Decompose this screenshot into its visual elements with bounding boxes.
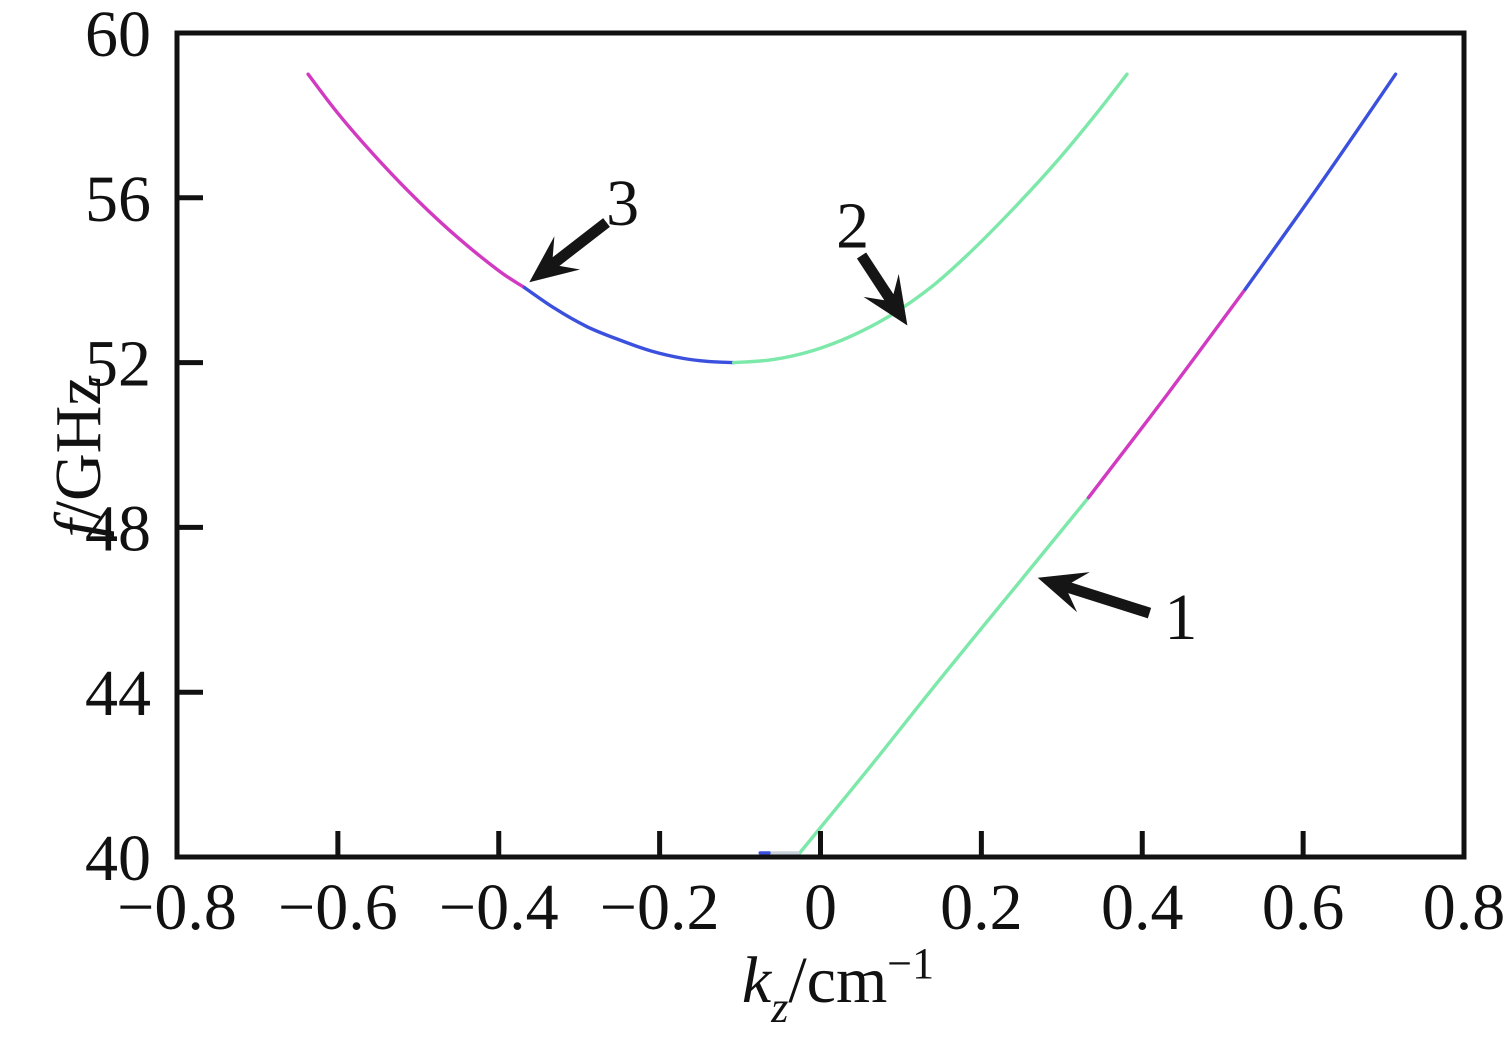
x-tick-label: 0.6 [1262, 871, 1345, 944]
x-axis-exponent: −1 [887, 939, 934, 988]
series-lower-branch-magenta-segment [1086, 287, 1247, 500]
annotation-label-3: 3 [606, 167, 639, 240]
y-tick-label: 52 [85, 328, 151, 401]
x-tick-label: −0.2 [600, 871, 720, 944]
x-tick-label: 0 [804, 871, 837, 944]
y-tick-label: 60 [85, 0, 151, 71]
annotation-arrow-shaft [548, 218, 610, 269]
annotation-arrow-head [529, 236, 581, 283]
y-tick-label: 56 [85, 163, 151, 236]
y-tick-label: 44 [85, 657, 151, 730]
annotation-2: 2 [836, 190, 908, 326]
annotation-layer: 1 2 3 [529, 167, 1197, 654]
annotation-label-1: 1 [1164, 581, 1197, 654]
annotation-arrow-head [863, 273, 908, 326]
annotation-arrow-shaft [856, 252, 897, 305]
series-upper-branch-blue-segment [522, 285, 736, 365]
series-upper-branch-green-segment [731, 72, 1129, 365]
annotation-1: 1 [1037, 572, 1197, 654]
x-axis-symbol: k [742, 944, 773, 1017]
x-tick-label: −0.6 [278, 871, 398, 944]
annotation-label-2: 2 [836, 190, 869, 263]
plot-frame [174, 30, 1467, 860]
annotation-arrow-head [1037, 572, 1090, 613]
series-lower-branch-green-segment [794, 496, 1091, 859]
x-axis-label: kz/cm−1 [742, 939, 934, 1032]
x-tick-label: −0.8 [117, 871, 237, 944]
y-axis-label: f/GHz [42, 376, 115, 537]
annotation-3: 3 [529, 167, 639, 283]
tick-layer [174, 30, 1467, 860]
x-axis-subscript: z [770, 983, 788, 1032]
series-upper-branch-magenta-segment [306, 72, 527, 290]
y-axis-unit: /GHz [42, 376, 115, 519]
y-tick-label: 48 [85, 492, 151, 565]
x-axis-unit: /cm [788, 944, 887, 1017]
series-layer [306, 72, 1398, 859]
x-tick-label: 0.2 [940, 871, 1023, 944]
annotation-arrow-shaft [1063, 581, 1152, 619]
x-tick-label: −0.4 [439, 871, 559, 944]
tick-label-layer: −0.8 −0.6 −0.4 −0.2 0 0.2 0.4 0.6 0.8 40 44 48 52 56 6… [85, 0, 1505, 944]
series-lower-branch-blue-segment [1243, 72, 1398, 291]
y-tick-label: 40 [85, 822, 151, 895]
x-tick-label: 0.4 [1101, 871, 1184, 944]
x-tick-label: 0.8 [1423, 871, 1506, 944]
